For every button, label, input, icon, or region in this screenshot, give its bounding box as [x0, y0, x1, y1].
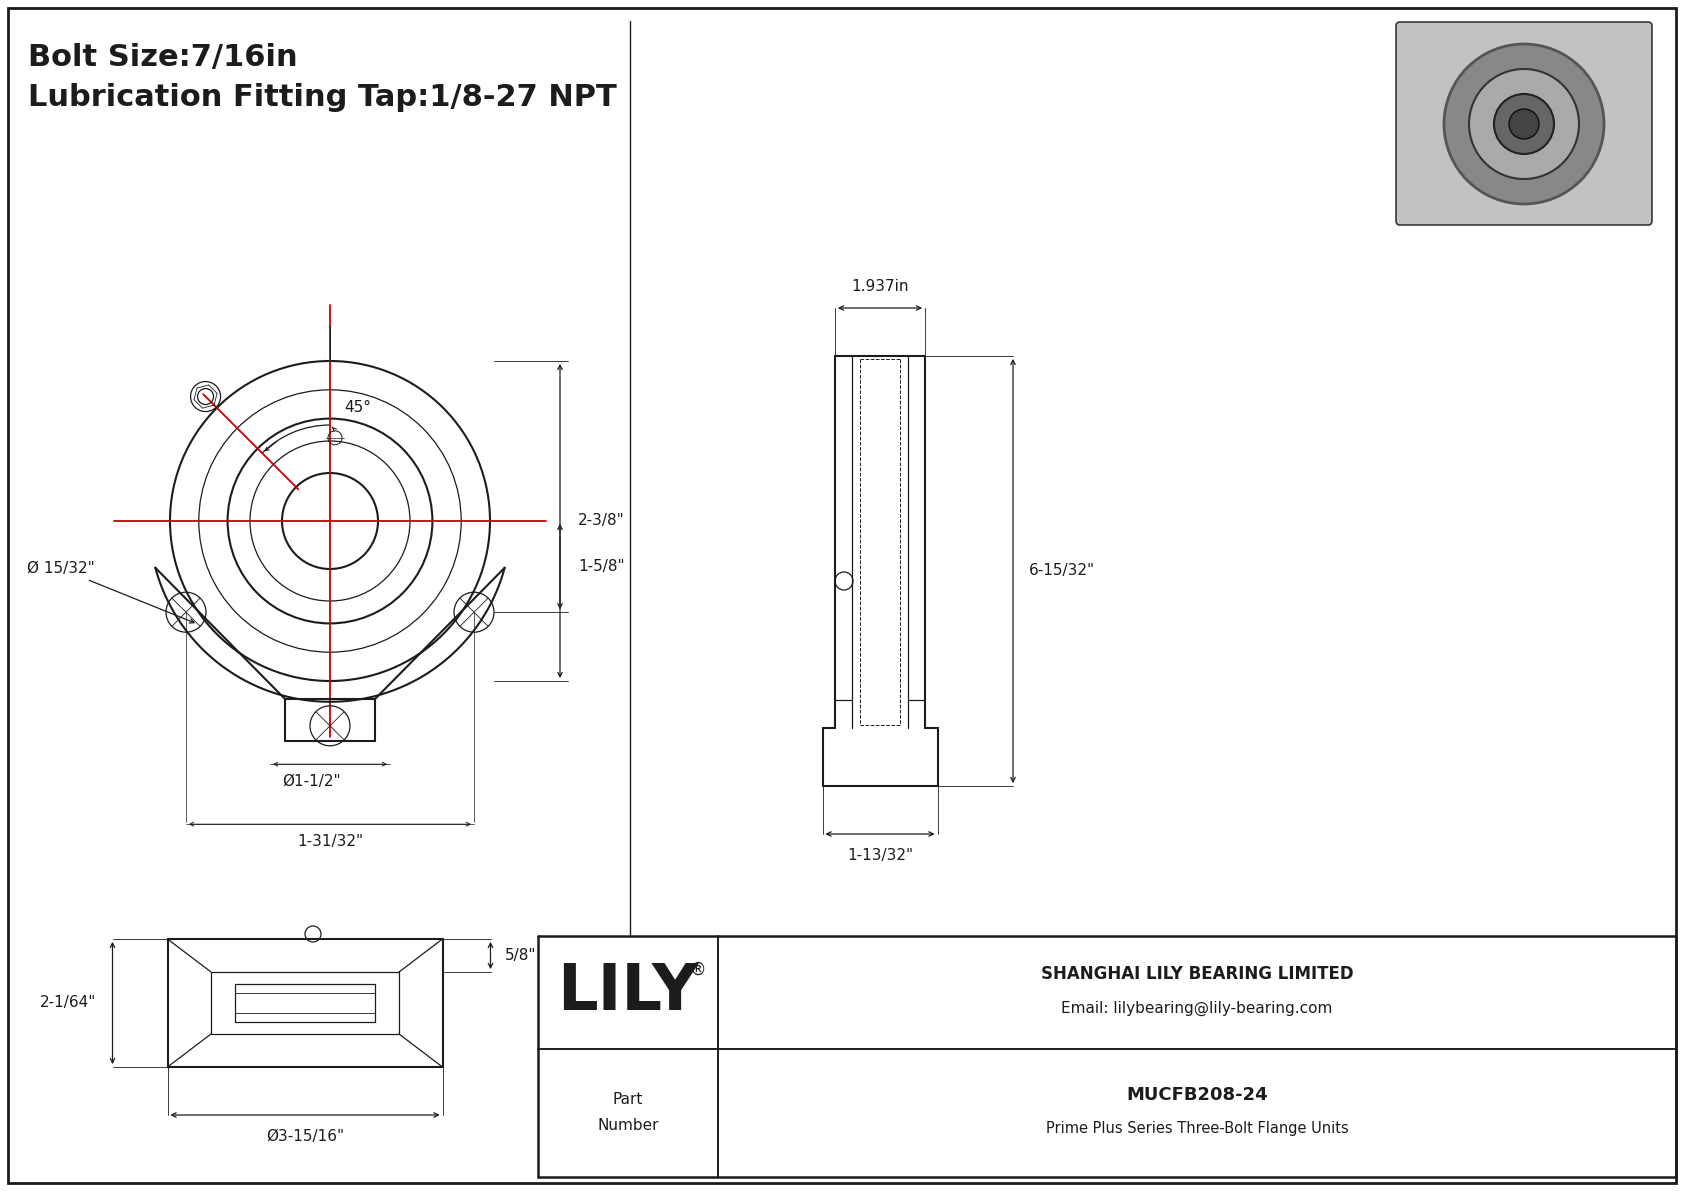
Circle shape: [1468, 69, 1580, 179]
Text: 2-3/8": 2-3/8": [578, 513, 625, 529]
Text: Part: Part: [613, 1092, 643, 1108]
Text: 1-5/8": 1-5/8": [578, 559, 625, 574]
Text: LILY: LILY: [557, 961, 699, 1023]
Text: 45°: 45°: [345, 400, 372, 414]
Text: 1-31/32": 1-31/32": [296, 834, 364, 849]
Text: 2-1/64": 2-1/64": [40, 996, 96, 1010]
FancyBboxPatch shape: [1396, 21, 1652, 225]
Text: Ø 15/32": Ø 15/32": [27, 561, 194, 623]
Text: 1.937in: 1.937in: [850, 279, 909, 294]
Text: Lubrication Fitting Tap:1/8-27 NPT: Lubrication Fitting Tap:1/8-27 NPT: [29, 83, 616, 112]
Text: Bolt Size:7/16in: Bolt Size:7/16in: [29, 43, 298, 71]
Circle shape: [1509, 110, 1539, 139]
Text: Ø1-1/2": Ø1-1/2": [283, 774, 342, 788]
Text: Prime Plus Series Three-Bolt Flange Units: Prime Plus Series Three-Bolt Flange Unit…: [1046, 1121, 1349, 1136]
Text: Number: Number: [598, 1118, 658, 1134]
Text: SHANGHAI LILY BEARING LIMITED: SHANGHAI LILY BEARING LIMITED: [1041, 965, 1354, 984]
Text: 1-13/32": 1-13/32": [847, 848, 913, 863]
Circle shape: [1494, 94, 1554, 154]
Text: Email: lilybearing@lily-bearing.com: Email: lilybearing@lily-bearing.com: [1061, 1000, 1332, 1016]
Text: MUCFB208-24: MUCFB208-24: [1127, 1086, 1268, 1104]
Text: 5/8": 5/8": [505, 948, 536, 964]
Text: ®: ®: [690, 960, 707, 978]
Text: Ø3-15/16": Ø3-15/16": [266, 1129, 344, 1145]
Circle shape: [1443, 44, 1603, 204]
Text: 6-15/32": 6-15/32": [1029, 563, 1095, 579]
